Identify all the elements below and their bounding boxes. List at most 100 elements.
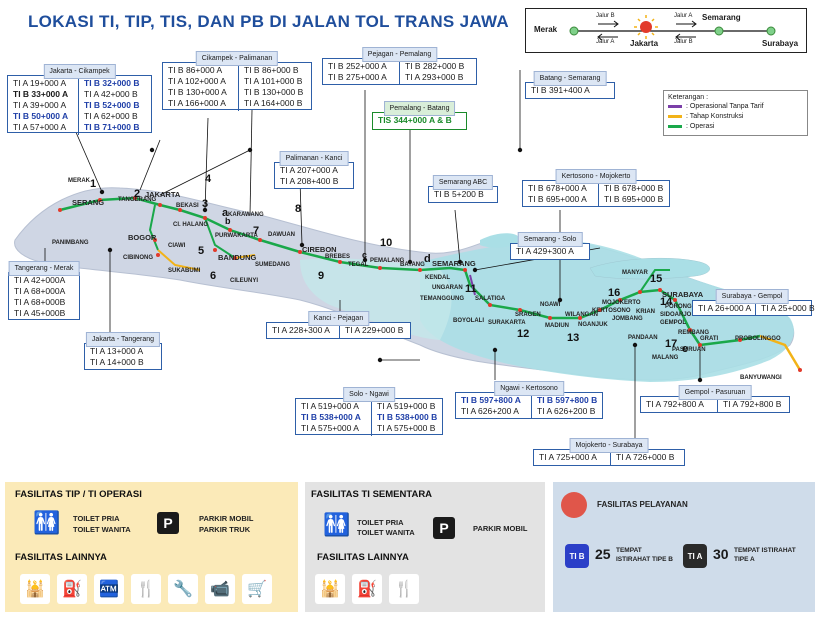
city-sidoarjo: SIDOARJO <box>660 312 692 318</box>
legend-semarang: Semarang <box>702 13 741 22</box>
city-grati: GRATI <box>700 336 719 342</box>
city-purwakarta: PURWAKARTA <box>215 233 258 239</box>
ti-a-label-1: TEMPAT ISTIRAHAT <box>734 547 796 554</box>
toll-road-branch-bogor <box>148 204 159 251</box>
city-surakarta: SURAKARTA <box>488 320 526 326</box>
key-label-construction: : Tahap Konstruksi <box>686 112 744 120</box>
segment-tangerang-merak: Tangerang - Merak TI A 42+000A TI A 68+0… <box>8 261 80 320</box>
city-cibinong: CIBINONG <box>123 255 153 261</box>
segment-entry: TI A 725+000 A <box>539 452 597 462</box>
city-bandung: BANDUNG <box>218 253 257 262</box>
segment-title: Palimanan - Kanci <box>279 151 349 166</box>
segment-title: Gempol - Pasuruan <box>678 385 752 400</box>
city-temanggung: TEMANGGUNG <box>420 296 464 302</box>
legend-jalur-a-2: Jalur A <box>674 13 693 19</box>
segment-solo-ngawi: Solo - Ngawi TI A 519+000 A TI B 538+000… <box>295 387 443 436</box>
facility-toilet-wanita: TOILET WANITA <box>357 528 415 537</box>
map-letter-a: a <box>222 207 229 219</box>
toll-road-no-tariff <box>469 274 476 296</box>
segment-title: Jakarta - Tangerang <box>85 332 161 347</box>
segment-semarang-abc: Semarang ABC TI B 5+200 B <box>428 175 498 203</box>
city-pasuruan: PASURUAN <box>672 347 706 353</box>
segment-title: Surabaya - Gempol <box>715 289 789 304</box>
toilet-icon: 🚻 <box>33 510 61 535</box>
segment-entry: TI A 519+000 B <box>377 401 436 411</box>
city-cileunyi: CILEUNYI <box>230 278 259 284</box>
segment-entry: TI A 626+200 A <box>461 406 519 416</box>
segment-title: Pemalang - Batang <box>383 101 456 116</box>
city-malang: MALANG <box>652 355 679 361</box>
segment-entry: TI A 792+800 A <box>646 399 704 409</box>
city-salatiga: SALATIGA <box>475 296 506 302</box>
map-letter-c: c <box>362 250 368 260</box>
segment-entry: TI A 101+000 B <box>244 76 303 86</box>
toll-road-branch-surabaya <box>639 269 670 293</box>
map-letter-d: d <box>424 253 431 265</box>
repair-icon: 🔧 <box>168 574 198 604</box>
segment-entry: TI A 792+800 B <box>723 399 782 409</box>
city-boyolali: BOYOLALI <box>453 318 484 324</box>
segment-entry: TI B 86+000 A <box>168 65 223 75</box>
city-madiun: MADIUN <box>545 323 569 329</box>
map-letter-e: e <box>682 343 689 355</box>
legend-merak: Merak <box>534 25 558 34</box>
segment-entry: TI A 14+000 B <box>90 357 144 367</box>
segment-entry: TI B 52+000 B <box>84 100 140 110</box>
shopping-cart-icon: 🛒 <box>242 574 272 604</box>
segment-title: Tangerang - Merak <box>8 261 80 276</box>
mosque-icon: 🕌 <box>315 574 345 604</box>
city-nganjuk: NGANJUK <box>578 322 608 328</box>
segment-kanci-pejagan: Kanci - Pejagan TI A 228+300 A TI A 229+0… <box>266 311 411 339</box>
segment-entry: TI B 391+400 A <box>531 85 590 95</box>
legend-jakarta: Jakarta <box>630 39 659 48</box>
city-serang: SERANG <box>72 198 105 207</box>
segment-entry: TI A 102+000 A <box>168 76 226 86</box>
segment-entry: TI B 282+000 B <box>405 61 465 71</box>
ti-a-label-2: TIPE A <box>734 556 755 563</box>
segment-entry: TI A 19+000 A <box>13 78 67 88</box>
segment-entry: TI A 57+000 A <box>13 122 67 132</box>
map-number-4: 4 <box>205 173 212 185</box>
segment-pejagan-pemalang: Pejagan - Pemalang TI B 252+000 A TI B 2… <box>322 47 477 85</box>
toll-road-merak <box>59 198 101 212</box>
segment-entry: TI B 252+000 A <box>328 61 387 71</box>
city-brebes: BREBES <box>325 254 351 260</box>
city-cihalang: CI. HALANG <box>173 222 208 228</box>
key-label-no-tariff: : Operasional Tanpa Tarif <box>686 102 764 110</box>
land-madura <box>589 257 710 280</box>
ti-b-label-2: ISTIRAHAT TIPE B <box>616 556 673 563</box>
map-number-8: 8 <box>295 203 302 215</box>
facility-parkir-truk: PARKIR TRUK <box>199 525 251 534</box>
cctv-icon: 📹 <box>205 574 235 604</box>
segment-entry: TI A 13+000 A <box>90 346 144 356</box>
toll-road-operation <box>99 196 761 347</box>
ti-a-count: 30 <box>713 546 729 562</box>
toll-road-branch-bandung <box>204 217 236 259</box>
city-semarang: SEMARANG <box>432 259 476 268</box>
segment-pemalang-batang: Pemalang - Batang TIS 344+000 A & B <box>372 101 467 130</box>
map-number-14: 14 <box>660 296 673 308</box>
segment-entry: TI B 538+000 B <box>377 412 438 422</box>
segment-jakarta-tangerang: Jakarta - Tangerang TI A 13+000 A TI A 1… <box>84 332 162 370</box>
map-number-7: 7 <box>253 225 260 237</box>
facility-toilet-wanita: TOILET WANITA <box>73 525 131 534</box>
key-swatch-yellow <box>668 114 682 118</box>
map-number-13: 13 <box>567 332 580 344</box>
city-gempol: GEMPOL <box>660 320 687 326</box>
map-number-5: 5 <box>198 245 205 257</box>
map-number-6: 6 <box>210 270 217 282</box>
city-pandaan: PANDAAN <box>628 335 658 341</box>
key-legend: Keterangan : : Operasional Tanpa Tarif :… <box>663 90 808 136</box>
segment-title: Kanci - Pejagan <box>307 311 370 326</box>
segment-entry: TIS 344+000 A & B <box>378 115 452 125</box>
segment-entry: TI A 62+000 B <box>84 111 138 121</box>
city-ungaran: UNGARAN <box>432 285 463 291</box>
city-batang: BATANG <box>400 262 425 268</box>
segment-entry: TI B 86+000 B <box>244 65 299 75</box>
segment-entry: TI A 626+200 B <box>537 406 596 416</box>
segment-entry: TI A 575+000 B <box>377 423 436 433</box>
ti-b-count: 25 <box>595 546 611 562</box>
legend-jalur-a-1: Jalur A <box>596 39 615 45</box>
city-sumedang: SUMEDANG <box>255 262 291 268</box>
restaurant-icon: 🍴 <box>131 574 161 604</box>
